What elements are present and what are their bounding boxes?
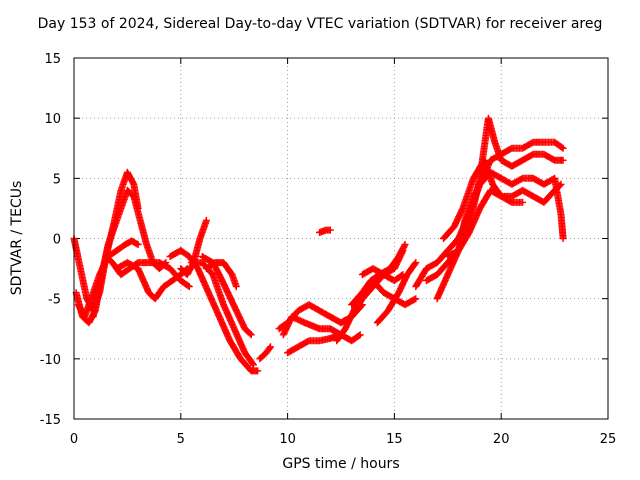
data-series [373, 259, 420, 327]
x-tick-label: 25 [600, 432, 617, 447]
data-point [401, 241, 409, 248]
data-series [177, 216, 210, 279]
data-point [247, 331, 255, 339]
axis-ticks: 0 5 10 15 20 25 -15 -10 -5 0 5 10 15 [40, 52, 617, 447]
data-point [412, 259, 420, 267]
data-point [326, 226, 334, 234]
data-point [249, 360, 257, 368]
chart-title: Day 153 of 2024, Sidereal Day-to-day VTE… [37, 16, 603, 32]
x-tick-label: 10 [279, 432, 296, 447]
data-series [256, 343, 274, 363]
data-series [198, 253, 255, 339]
data-series [284, 331, 345, 357]
data-point [232, 283, 240, 291]
data-point [399, 247, 407, 254]
data-series [440, 156, 565, 242]
y-tick-label: 0 [53, 233, 61, 248]
x-tick-label: 20 [493, 432, 510, 447]
data-point [557, 180, 565, 188]
plot-frame [73, 57, 609, 420]
x-tick-label: 15 [386, 432, 403, 447]
y-tick-label: -15 [40, 413, 61, 428]
x-tick-label: 0 [70, 432, 78, 447]
y-tick-label: 10 [44, 112, 61, 127]
data-point [519, 198, 527, 206]
data-point [558, 143, 566, 151]
data-point [134, 241, 142, 248]
data-series [412, 138, 567, 291]
data-series [89, 253, 193, 321]
data-point [356, 331, 364, 339]
data-series [358, 265, 407, 285]
x-axis-label: GPS time / hours [282, 456, 400, 472]
data-point [411, 260, 419, 268]
data-points [70, 114, 567, 375]
data-point [559, 144, 567, 152]
data-series [444, 186, 527, 260]
data-point [559, 235, 567, 242]
y-axis-label: SDTVAR / TECUs [9, 180, 25, 296]
data-point [185, 283, 193, 291]
data-point [246, 330, 254, 338]
data-series [202, 259, 240, 291]
data-point [184, 282, 192, 290]
x-tick-label: 5 [177, 432, 185, 447]
data-point [266, 344, 274, 352]
data-point [355, 332, 363, 340]
y-tick-label: -10 [40, 353, 61, 368]
data-point [559, 156, 567, 164]
data-series [337, 247, 407, 327]
data-point [412, 295, 420, 303]
data-point [249, 361, 257, 369]
data-series [433, 168, 567, 303]
y-tick-label: -5 [48, 293, 61, 308]
data-point [556, 181, 564, 189]
data-series [279, 313, 364, 345]
data-point [267, 343, 274, 351]
data-point [254, 367, 262, 375]
y-tick-label: 5 [53, 172, 61, 187]
grid [74, 58, 608, 419]
data-series [316, 226, 334, 236]
data-point [202, 216, 210, 224]
y-tick-label: 15 [44, 52, 61, 67]
data-series [348, 277, 420, 309]
